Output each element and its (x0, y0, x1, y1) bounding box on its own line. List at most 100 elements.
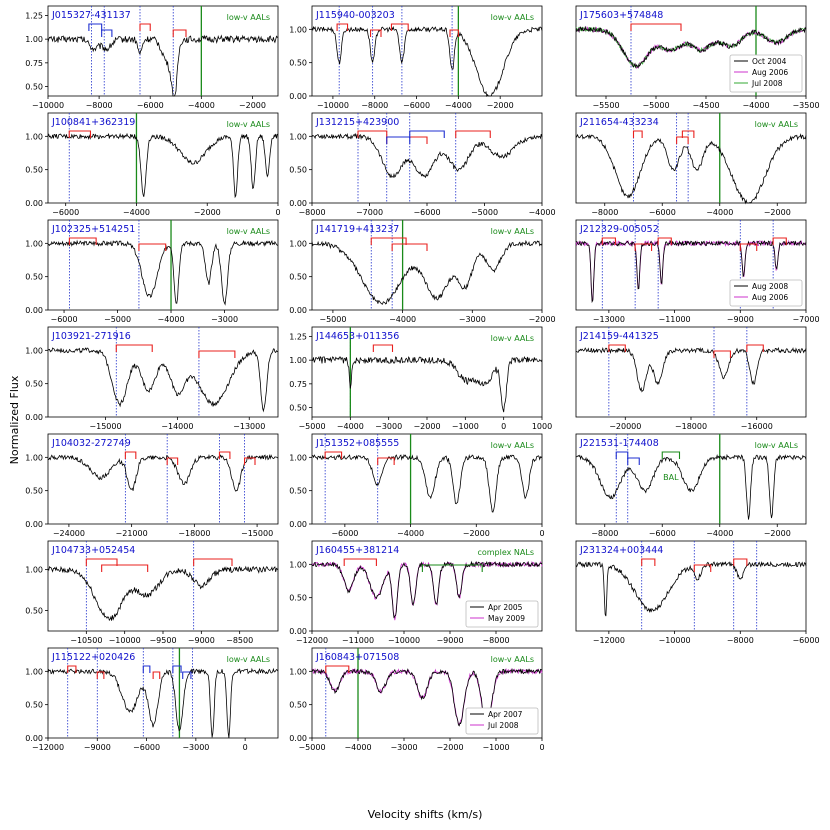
panel-title: J231324+003444 (579, 545, 663, 556)
absorption-bracket-red (713, 350, 731, 358)
absorption-bracket-blue (142, 665, 151, 673)
y-tick-label: 0.00 (289, 306, 307, 315)
absorption-bracket-red (657, 237, 672, 245)
panel-title: J211654-433234 (579, 117, 659, 128)
absorption-bracket-red (739, 243, 758, 251)
absorption-bracket-red (630, 23, 682, 31)
panel-title: J160455+381214 (315, 545, 399, 556)
x-tick-label: 0 (539, 743, 544, 752)
x-tick-label: −5000 (642, 101, 669, 110)
y-tick-label: 0.50 (25, 380, 43, 389)
x-tick-label: −4000 (528, 208, 555, 217)
y-tick-label: 0.00 (289, 199, 307, 208)
y-tick-label: 1.00 (25, 35, 43, 44)
y-tick-label: 1.00 (289, 356, 307, 365)
panel-title: J131215+423900 (315, 117, 399, 128)
absorption-bracket-red (390, 23, 409, 31)
y-tick-label: 0.50 (25, 83, 43, 92)
x-tick-label: −14000 (161, 422, 193, 431)
panel-annotation: low-v AALs (227, 655, 270, 664)
x-tick-label: −15000 (241, 529, 273, 538)
x-tick-label: −15000 (89, 422, 121, 431)
absorption-bracket-red (733, 558, 748, 566)
absorption-bracket-red (357, 130, 388, 138)
x-tick-label: −10000 (317, 101, 349, 110)
absorption-bracket-red (325, 665, 350, 673)
panel-title: J212329-005052 (579, 224, 659, 235)
y-tick-label: 1.00 (289, 239, 307, 248)
y-tick-label: 0.50 (25, 487, 43, 496)
y-tick-label: 1.25 (289, 332, 307, 341)
panel-title: J015327-431137 (51, 10, 131, 21)
x-tick-label: −2000 (436, 743, 463, 752)
panel-annotation: low-v AALs (491, 227, 534, 236)
x-tick-label: −6000 (413, 208, 440, 217)
absorption-bracket-red (96, 671, 105, 679)
x-tick-label: −4000 (742, 101, 769, 110)
x-tick-label: −4000 (389, 315, 416, 324)
x-tick-label: −18000 (675, 422, 707, 431)
y-tick-label: 0.50 (25, 166, 43, 175)
spectrum-line (47, 34, 279, 97)
y-tick-label: 0.00 (289, 520, 307, 529)
x-tick-label: −11000 (658, 315, 690, 324)
y-tick-label: 0.00 (25, 413, 43, 422)
x-tick-label: −6000 (137, 101, 164, 110)
absorption-bracket-blue (627, 457, 640, 465)
panel-frame (47, 112, 279, 204)
spectrum-line (576, 346, 807, 393)
panel-title: J151352+085555 (315, 438, 399, 449)
spectrum-line (47, 667, 279, 739)
spectrum-line (311, 132, 543, 179)
x-tick-label: −9000 (84, 743, 111, 752)
spectrum-line (575, 25, 807, 69)
panel-frame (575, 433, 807, 525)
y-tick-label: 0.00 (25, 734, 43, 743)
absorption-bracket-red (601, 237, 616, 245)
absorption-bracket-red (746, 344, 764, 352)
x-tick-label: −3500 (792, 101, 819, 110)
legend-label: Jul 2008 (487, 721, 519, 730)
x-tick-label: −7000 (792, 315, 819, 324)
absorption-bracket-red (632, 130, 643, 138)
x-tick-label: −6000 (649, 529, 676, 538)
x-tick-label: −5000 (471, 208, 498, 217)
absorption-bracket-red (681, 130, 695, 138)
spectrum-line (47, 565, 279, 622)
x-tick-label: −9000 (727, 315, 754, 324)
absorption-bracket-green (661, 451, 681, 459)
x-tick-label: 0 (501, 422, 506, 431)
y-axis-title-text: Normalized Flux (8, 375, 21, 464)
x-tick-label: −3000 (182, 743, 209, 752)
spectrum-line (311, 356, 543, 413)
panel-frame (47, 326, 279, 418)
absorption-bracket-red (218, 451, 231, 459)
y-tick-label: 0.75 (25, 59, 43, 68)
y-tick-label: 1.00 (289, 25, 307, 34)
legend-label: Aug 2006 (752, 68, 788, 77)
absorption-bracket-red (68, 237, 97, 245)
x-tick-label: −8000 (361, 101, 388, 110)
y-tick-label: 0.50 (289, 487, 307, 496)
x-tick-label: −2000 (764, 529, 791, 538)
x-tick-label: −5500 (592, 101, 619, 110)
y-tick-label: 1.25 (25, 11, 43, 20)
absorption-bracket-red (67, 665, 77, 673)
x-tick-label: −8500 (226, 636, 253, 645)
y-tick-label: 0.50 (25, 273, 43, 282)
y-tick-label: 1.00 (25, 453, 43, 462)
absorption-bracket-red (449, 29, 459, 37)
x-tick-label: −16000 (741, 422, 773, 431)
panel-annotation: low-v AALs (491, 655, 534, 664)
panel-frame (47, 219, 279, 311)
x-tick-label: −6000 (133, 743, 160, 752)
panel-title: J144653+011356 (315, 331, 399, 342)
y-tick-label: 0.50 (289, 404, 307, 413)
x-tick-label: −6000 (331, 529, 358, 538)
panel-title: J115122+020426 (51, 652, 135, 663)
spectrum-line (575, 561, 807, 617)
y-axis-title: Normalized Flux (4, 300, 24, 540)
x-tick-label: −5000 (298, 422, 325, 431)
y-tick-label: 0.75 (289, 380, 307, 389)
absorption-bracket-red (370, 237, 407, 245)
